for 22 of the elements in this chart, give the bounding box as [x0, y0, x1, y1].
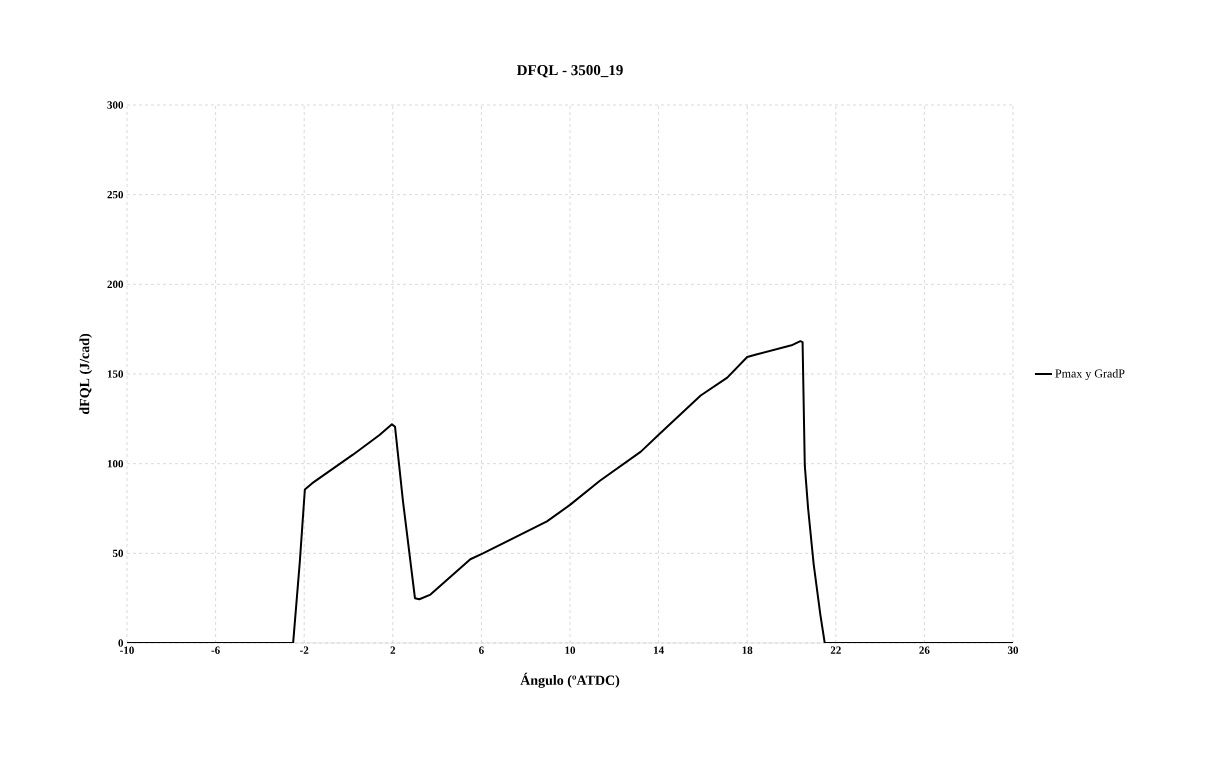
- x-tick-label: -2: [300, 646, 309, 654]
- y-tick-label: 50: [112, 549, 124, 558]
- y-tick-label: 150: [107, 370, 124, 378]
- y-axis-title: dFQL (J/cad): [79, 333, 93, 415]
- legend-label: Pmax y GradP: [1055, 369, 1125, 380]
- x-tick-label: 18: [742, 646, 753, 654]
- x-tick-label: -10: [120, 646, 134, 654]
- chart-title: DFQL - 3500_19: [516, 65, 623, 78]
- y-tick-label: 100: [107, 459, 124, 468]
- y-tick-label: 250: [107, 190, 124, 199]
- x-axis-title: Ángulo (ºATDC): [520, 672, 620, 688]
- x-tick-label: 14: [653, 646, 664, 654]
- y-tick-label: 300: [107, 101, 124, 109]
- x-tick-label: 10: [565, 646, 576, 654]
- y-tick-label: 200: [107, 280, 124, 289]
- x-tick-label: -6: [211, 646, 220, 654]
- x-tick-label: 6: [479, 646, 484, 654]
- x-tick-label: 30: [1007, 646, 1019, 654]
- y-tick-label: 0: [118, 639, 124, 647]
- x-tick-label: 26: [919, 646, 930, 654]
- x-tick-label: 2: [390, 646, 396, 654]
- x-tick-label: 22: [830, 646, 841, 654]
